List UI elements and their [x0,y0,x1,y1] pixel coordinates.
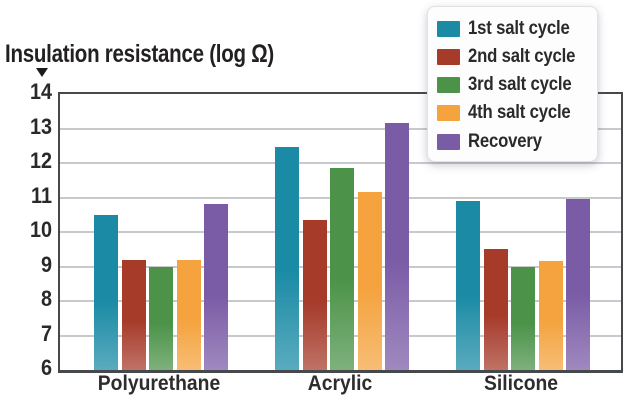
y-tick-label-14: 14 [29,79,52,104]
x-category-label-silicone: Silicone [483,372,559,395]
bar-polyurethane-3rd-salt-cycle [149,266,173,370]
bar-polyurethane-2nd-salt-cycle [121,259,146,370]
legend-label: 2nd salt cycle [468,45,576,67]
y-tick-label-9: 9 [40,251,52,277]
bar-silicone-1st-salt-cycle [456,200,480,370]
y-tick-label-8: 8 [40,286,52,311]
axis-top-marker-icon [36,68,48,77]
y-tick-label-12: 12 [29,148,52,173]
legend-label: Recovery [468,130,542,152]
gridline-12 [60,162,621,164]
bar-silicone-4th-salt-cycle [538,261,563,370]
bar-acrylic-4th-salt-cycle [357,192,382,370]
bar-acrylic-recovery [385,123,409,370]
y-tick-label-10: 10 [29,217,52,242]
legend-item-1st-salt-cycle: 1st salt cycle [437,15,591,42]
x-category-label-acrylic: Acrylic [307,372,373,395]
legend-item-2nd-salt-cycle: 2nd salt cycle [437,43,591,70]
legend-swatch-1st-salt-cycle [437,20,460,37]
legend-swatch-recovery [437,133,460,150]
bar-silicone-recovery [566,199,590,370]
bar-acrylic-1st-salt-cycle [275,147,299,370]
legend-item-4th-salt-cycle: 4th salt cycle [437,100,591,127]
bar-silicone-3rd-salt-cycle [511,266,535,370]
legend-swatch-4th-salt-cycle [437,105,460,122]
legend-label: 1st salt cycle [468,17,570,39]
bar-acrylic-2nd-salt-cycle [302,219,327,370]
y-tick-label-13: 13 [29,113,52,139]
bar-silicone-2nd-salt-cycle [483,249,508,370]
chart-title: Insulation resistance (log Ω) [5,40,275,68]
legend-item-recovery: Recovery [437,128,591,155]
gridline-13 [60,127,621,130]
legend: 1st salt cycle 2nd salt cycle 3rd salt c… [427,6,598,162]
legend-item-3rd-salt-cycle: 3rd salt cycle [437,72,591,99]
bar-acrylic-3rd-salt-cycle [330,168,354,370]
y-tick-label-11: 11 [31,182,52,208]
x-category-label-polyurethane: Polyurethane [97,372,221,395]
bar-polyurethane-4th-salt-cycle [176,259,201,370]
bar-polyurethane-recovery [204,204,228,370]
legend-swatch-3rd-salt-cycle [437,77,460,93]
y-tick-label-6: 6 [40,355,52,380]
bar-polyurethane-1st-salt-cycle [94,214,118,370]
legend-label: 4th salt cycle [468,102,571,124]
y-tick-label-7: 7 [40,320,52,346]
legend-label: 3rd salt cycle [468,74,572,95]
legend-swatch-2nd-salt-cycle [437,48,460,65]
